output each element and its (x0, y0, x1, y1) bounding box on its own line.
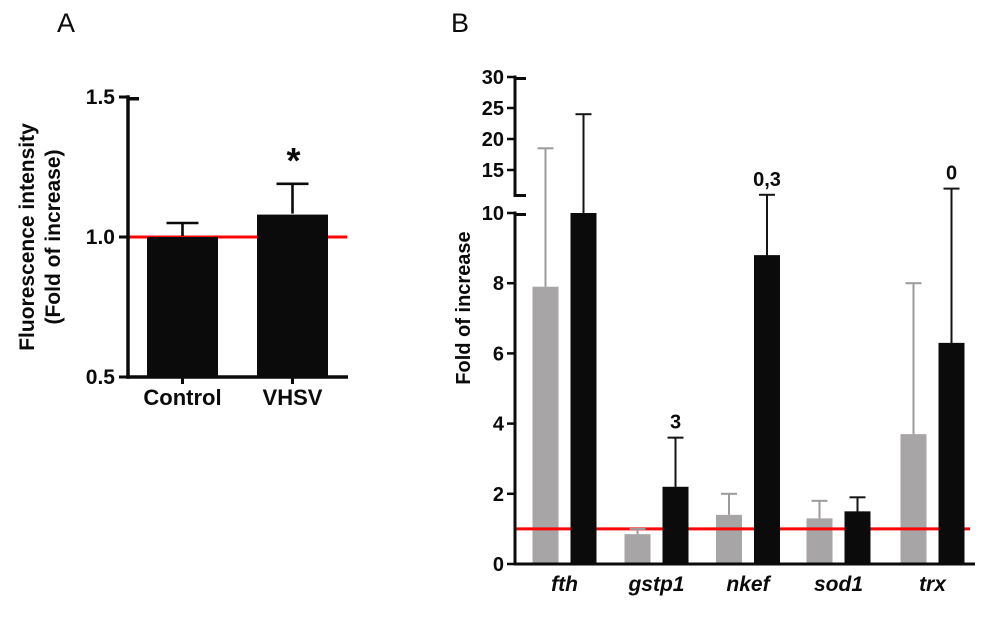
panel-a-y-axis-title-line1: Fluorescence intensity (16, 123, 39, 351)
panel-a-letter: A (57, 8, 76, 38)
panel-b-annotation: 0 (946, 163, 957, 185)
panel-b-annotation: 0,3 (753, 169, 781, 191)
panel-b-y-tick-label: 6 (493, 343, 504, 365)
panel-b-category-label: sod1 (814, 573, 863, 596)
panel-b-black-bar-sod1 (844, 511, 871, 564)
panel-b-black-bar-nkef (754, 255, 780, 564)
panel-b-y-tick-label: 8 (493, 273, 504, 295)
panel-a-y-tick-label: 1.0 (86, 226, 115, 249)
panel-b-y-tick-label: 10 (482, 203, 504, 225)
panel-b-y-tick-label: 30 (482, 67, 504, 89)
panel-a-significance-star: * (286, 140, 300, 181)
panel-a-category-label: Control (143, 385, 221, 410)
panel-a-category-label: VHSV (263, 385, 323, 410)
panel-b-y-tick-label: 25 (482, 98, 504, 120)
panel-b-gray-bar-gstp1 (624, 534, 651, 564)
panel-b-gray-bar-fth (532, 286, 559, 564)
panel-b-black-bar-fth (570, 213, 597, 564)
panel-b-category-label: nkef (726, 573, 771, 596)
panel-b-category-label: gstp1 (627, 573, 684, 596)
panel-b-gray-bar-trx (900, 434, 927, 564)
panel-b-y-tick-label: 15 (482, 160, 504, 182)
panel-b-gray-bar-sod1 (806, 518, 833, 564)
panel-b-y-tick-label: 4 (493, 414, 505, 436)
panel-a-bar-control (147, 237, 218, 377)
panel-b-letter: B (451, 8, 470, 38)
panel-a-y-tick-label: 0.5 (86, 366, 116, 389)
panel-b-category-label: fth (551, 573, 578, 596)
panel-b-y-axis-title: Fold of increase (453, 231, 475, 385)
panel-b-black-bar-gstp1 (662, 486, 689, 564)
panel-a-y-axis-title: Fluorescence intensity (Fold of increase… (15, 67, 67, 407)
panel-b-y-tick-label: 0 (493, 554, 504, 576)
panel-b-annotation: 3 (670, 412, 681, 434)
panel-a-y-axis-title-line2: (Fold of increase) (42, 149, 65, 325)
panel-b-y-tick-label: 2 (493, 484, 504, 506)
panel-b-y-tick-label: 20 (482, 129, 504, 151)
panel-a-y-tick-label: 1.5 (86, 86, 116, 109)
panel-b-gray-bar-nkef (716, 514, 742, 564)
panel-a-bar-vhsv (257, 214, 328, 377)
panel-b-black-bar-trx (938, 342, 965, 564)
panel-b-category-label: trx (919, 573, 947, 596)
